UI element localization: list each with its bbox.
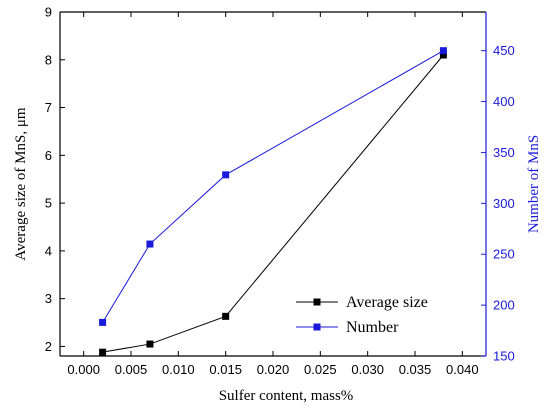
legend-label-average-size: Average size	[346, 294, 428, 311]
data-point-number	[146, 240, 154, 248]
x-axis-label: Sulfer content, mass%	[219, 388, 354, 404]
x-tick-label: 0.000	[67, 362, 100, 377]
legend-marker-number	[313, 323, 321, 331]
y-left-tick-label: 3	[45, 291, 52, 306]
series-line-average-size	[102, 54, 444, 353]
y-right-tick-label: 400	[493, 94, 515, 109]
data-point-number	[99, 318, 107, 326]
legend-label-number: Number	[346, 319, 399, 336]
legend-marker-average-size	[313, 298, 321, 306]
y-left-tick-label: 8	[45, 52, 52, 67]
y-right-tick-label: 150	[493, 349, 515, 364]
x-tick-label: 0.005	[115, 362, 148, 377]
axes: 0.000 0.005 0.010 0.015 0.020 0.025 0.030 0.035…	[45, 5, 515, 378]
data-point-average-size	[99, 348, 107, 356]
data-point-number	[222, 171, 230, 179]
y-left-tick-label: 4	[45, 243, 52, 258]
y-axis-left-label: Average size of MnS, μm	[13, 107, 29, 260]
y-left-tick-label: 2	[45, 339, 52, 354]
x-tick-label: 0.035	[399, 362, 432, 377]
x-tick-label: 0.010	[162, 362, 195, 377]
y-left-tick-label: 9	[45, 5, 52, 20]
x-tick-label: 0.025	[304, 362, 337, 377]
y-right-tick-label: 250	[493, 247, 515, 262]
x-tick-label: 0.015	[209, 362, 242, 377]
data-point-average-size	[222, 312, 230, 320]
data-point-average-size	[439, 51, 447, 59]
data-point-number	[439, 47, 447, 55]
y-left-tick-label: 5	[45, 196, 52, 211]
series-layer	[99, 47, 447, 356]
y-right-tick-label: 200	[493, 298, 515, 313]
y-left-tick-label: 6	[45, 148, 52, 163]
y-left-tick-label: 7	[45, 100, 52, 115]
x-tick-label: 0.040	[446, 362, 479, 377]
y-right-tick-label: 450	[493, 43, 515, 58]
x-tick-label: 0.030	[351, 362, 384, 377]
x-tick-label: 0.020	[257, 362, 290, 377]
series-line-number	[102, 50, 444, 323]
y-right-tick-label: 300	[493, 196, 515, 211]
y-right-tick-label: 350	[493, 145, 515, 160]
legend: Average size Number	[296, 294, 428, 336]
data-point-average-size	[146, 340, 154, 348]
y-axis-right-label: Number of MnS	[526, 135, 542, 233]
